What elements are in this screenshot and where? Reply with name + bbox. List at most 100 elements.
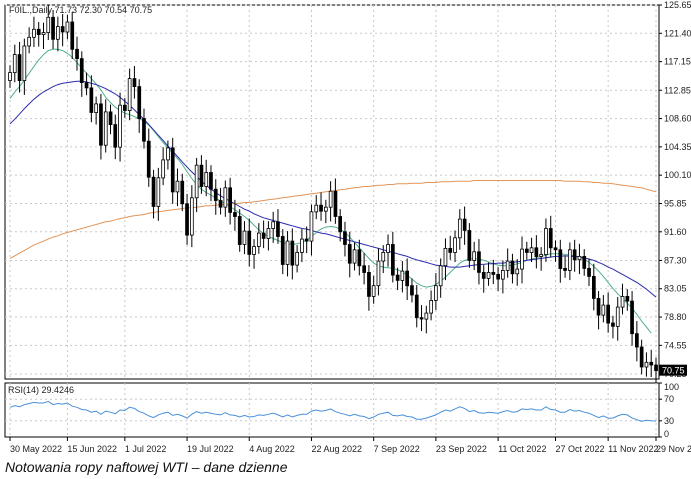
candle [142,108,146,149]
candle [161,147,165,186]
rsi-tick-label: 100 [664,382,679,392]
candle [132,65,137,99]
candle [36,21,41,47]
candle [534,235,539,269]
candle [99,93,103,160]
candle [118,92,122,162]
candle [46,4,51,40]
ma_mid-line [9,80,657,298]
candle [376,248,381,296]
candle [548,215,553,258]
candle [529,237,534,263]
candle [180,173,185,212]
candle [410,278,414,303]
rsi-line [9,400,657,422]
candle [314,195,319,220]
candle [56,16,60,52]
time-tick-label: 22 Aug 2022 [311,444,362,454]
candle [94,96,98,125]
candle [352,242,357,271]
candle [89,75,94,123]
candle [51,9,55,49]
price-header: F0IL.,Daily 71.73 72.30 70.54 70.75 [9,5,152,15]
candle [127,68,132,121]
candle [419,305,424,332]
candle [544,218,548,262]
price-tick-label: 108.60 [664,114,691,124]
candle [558,239,563,283]
candle [295,245,300,273]
candle [405,258,410,301]
candle [41,22,46,49]
candle [146,128,151,187]
candle [309,204,314,256]
moving-averages [9,48,657,334]
candle [433,273,438,311]
time-tick-label: 23 Sep 2022 [436,444,487,454]
candle [357,239,362,276]
price-tick-label: 121.40 [664,28,691,38]
price-tick-label: 112.85 [664,85,691,95]
price-tick-label: 95.85 [664,198,687,208]
candle [429,290,434,321]
candle [635,321,639,362]
candle [65,14,70,40]
candle [280,229,285,275]
candle [515,259,520,286]
candle [22,38,27,95]
candle [400,261,405,293]
candle [491,259,496,285]
candle [596,291,601,330]
time-tick-label: 11 Nov 2022 [608,444,658,454]
candle [620,283,625,315]
candle [290,228,295,280]
candle [577,243,582,275]
candle [256,223,261,254]
price-tick-label: 83.05 [664,284,687,294]
candle [8,65,12,88]
candle [568,242,572,281]
chart-caption: Notowania ropy naftowej WTI – dane dzien… [5,459,288,475]
candle [639,339,644,375]
candle [123,97,127,118]
candle [323,199,328,224]
time-tick-label: 29 Nov 2022 [656,444,691,454]
candle [175,168,180,207]
candle [615,297,620,341]
candle [209,165,213,202]
candle [500,260,505,294]
candle [587,258,591,287]
candle [79,51,84,97]
candle [644,352,649,377]
candle [496,267,501,292]
candle [467,223,472,268]
candle [60,13,65,47]
candle [453,230,457,263]
price-tick-label: 78.80 [664,312,687,322]
rsi-tick-label: 0 [664,429,669,439]
price-tick-label: 104.35 [664,142,691,152]
rsi-label: RSI(14) 29.4246 [8,385,74,395]
last-price-tag [659,364,687,376]
candle [319,192,323,221]
candle [625,289,630,311]
candle [156,167,161,221]
candle [300,229,304,263]
time-tick-label: 19 Jul 2022 [187,444,234,454]
candle [649,349,654,378]
time-tick-label: 7 Sep 2022 [374,444,420,454]
candle [252,239,256,269]
rsi-tick-label: 70 [664,394,674,404]
last-price-label: 70.75 [662,366,685,376]
candle [347,231,352,278]
price-tick-label: 91.60 [664,227,687,237]
candle [386,234,390,267]
candle [17,41,22,93]
candle [70,11,75,59]
candle [266,221,271,251]
candle [108,104,113,135]
candle [424,305,429,334]
candle [539,247,544,271]
candle [390,231,395,283]
